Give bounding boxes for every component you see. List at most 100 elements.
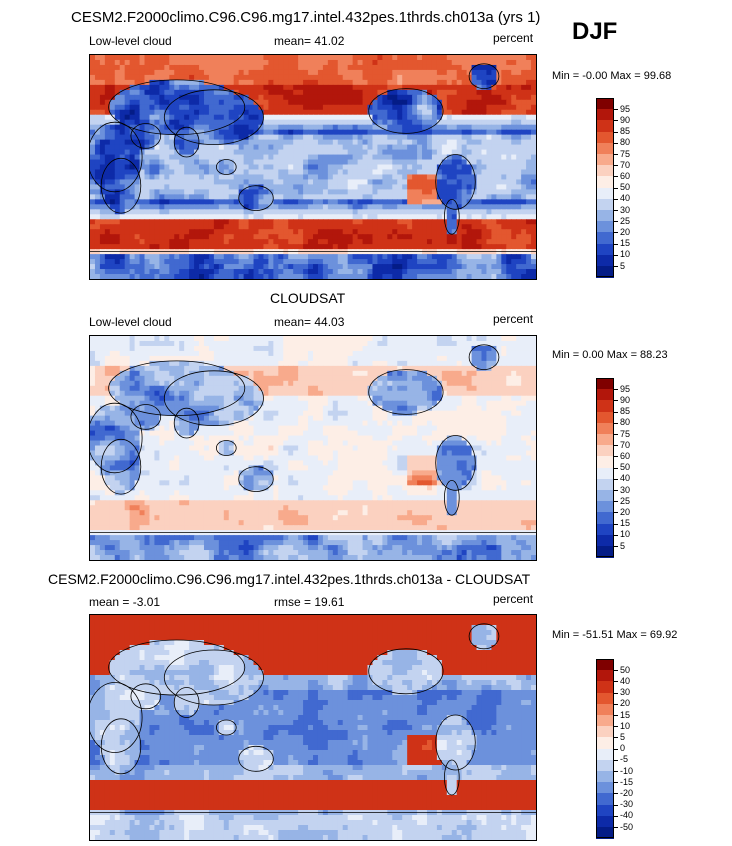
map-cell bbox=[144, 104, 151, 111]
map-cell bbox=[218, 204, 225, 210]
map-cell bbox=[372, 239, 379, 245]
map-cell bbox=[129, 169, 136, 176]
map-cell bbox=[417, 89, 423, 96]
map-cell bbox=[119, 109, 126, 116]
map-cell bbox=[283, 104, 289, 111]
map-cell bbox=[159, 214, 165, 220]
map-cell bbox=[109, 164, 116, 171]
map-cell bbox=[362, 69, 369, 76]
map-cell bbox=[417, 214, 423, 220]
map-cell bbox=[248, 69, 255, 76]
map-cell bbox=[104, 370, 111, 377]
map-cell bbox=[531, 124, 536, 131]
map-cell bbox=[397, 214, 403, 220]
map-cell bbox=[526, 55, 532, 61]
map-cell bbox=[154, 109, 160, 116]
map-cell bbox=[451, 79, 458, 86]
map-cell bbox=[179, 199, 185, 205]
map-cell bbox=[139, 89, 146, 96]
map-cell bbox=[199, 204, 205, 210]
map-cell bbox=[273, 114, 279, 121]
map-cell bbox=[243, 164, 250, 171]
map-cell bbox=[119, 254, 126, 260]
map-cell bbox=[327, 134, 334, 141]
map-cell bbox=[377, 99, 383, 106]
map-cell bbox=[486, 360, 492, 367]
map-cell bbox=[248, 74, 255, 81]
map-cell bbox=[332, 380, 339, 387]
map-cell bbox=[412, 199, 418, 205]
map-cell bbox=[119, 370, 126, 377]
map-cell bbox=[253, 69, 260, 76]
map-cell bbox=[317, 199, 324, 205]
map-cell bbox=[273, 149, 279, 156]
map-cell bbox=[164, 159, 170, 166]
map-cell bbox=[511, 119, 517, 126]
map-cell bbox=[144, 164, 151, 171]
map-cell bbox=[149, 69, 156, 76]
map-cell bbox=[417, 224, 423, 230]
map-cell bbox=[243, 244, 250, 250]
map-cell bbox=[491, 254, 497, 260]
map-cell bbox=[134, 234, 141, 240]
map-cell bbox=[283, 89, 289, 96]
map-cell bbox=[496, 109, 502, 116]
map-cell bbox=[263, 59, 269, 66]
map-cell bbox=[288, 64, 294, 71]
coastline bbox=[90, 121, 143, 193]
map-cell bbox=[342, 109, 349, 116]
map-cell bbox=[109, 234, 116, 240]
map-cell bbox=[317, 109, 324, 116]
map-cell bbox=[407, 159, 413, 166]
map-cell bbox=[526, 370, 532, 377]
map-cell bbox=[124, 174, 131, 181]
map-cell bbox=[154, 129, 160, 136]
map-cell bbox=[422, 109, 428, 116]
map-cell bbox=[159, 114, 165, 121]
map-cell bbox=[174, 64, 180, 71]
map-cell bbox=[426, 199, 433, 205]
map-cell bbox=[90, 189, 96, 195]
map-cell bbox=[476, 109, 483, 116]
map-cell bbox=[114, 365, 121, 372]
map-cell bbox=[422, 274, 428, 279]
map-cell bbox=[397, 204, 403, 210]
map-cell bbox=[288, 144, 294, 151]
map-cell bbox=[104, 94, 111, 101]
map-cell bbox=[431, 159, 438, 166]
map-cell bbox=[387, 224, 393, 230]
map-cell bbox=[486, 345, 492, 352]
map-cell bbox=[293, 340, 299, 347]
map-cell bbox=[179, 370, 185, 377]
map-cell bbox=[322, 55, 329, 61]
map-cell bbox=[94, 124, 101, 131]
map-cell bbox=[164, 264, 170, 270]
map-cell bbox=[253, 104, 260, 111]
map-cell bbox=[223, 340, 230, 347]
map-cell bbox=[501, 114, 507, 121]
map-cell bbox=[456, 69, 463, 76]
map-cell bbox=[104, 239, 111, 245]
map-cell bbox=[288, 254, 294, 260]
map-cell bbox=[392, 134, 398, 141]
map-cell bbox=[293, 84, 299, 91]
map-cell bbox=[491, 59, 497, 66]
map-cell bbox=[491, 336, 497, 342]
map-cell bbox=[189, 59, 195, 66]
map-cell bbox=[233, 64, 240, 71]
map-cell bbox=[392, 119, 398, 126]
map-cell bbox=[313, 179, 319, 186]
map-cell bbox=[501, 59, 507, 66]
map-cell bbox=[144, 380, 151, 387]
map-cell bbox=[332, 360, 339, 367]
map-cell bbox=[99, 154, 106, 161]
map-cell bbox=[476, 114, 483, 121]
map-cell bbox=[501, 159, 507, 166]
map-cell bbox=[471, 274, 478, 279]
map-cell bbox=[446, 350, 453, 357]
map-cell bbox=[139, 219, 146, 225]
map-cell bbox=[506, 214, 512, 220]
map-cell bbox=[303, 350, 309, 357]
map-cell bbox=[164, 365, 170, 372]
map-cell bbox=[476, 269, 483, 275]
